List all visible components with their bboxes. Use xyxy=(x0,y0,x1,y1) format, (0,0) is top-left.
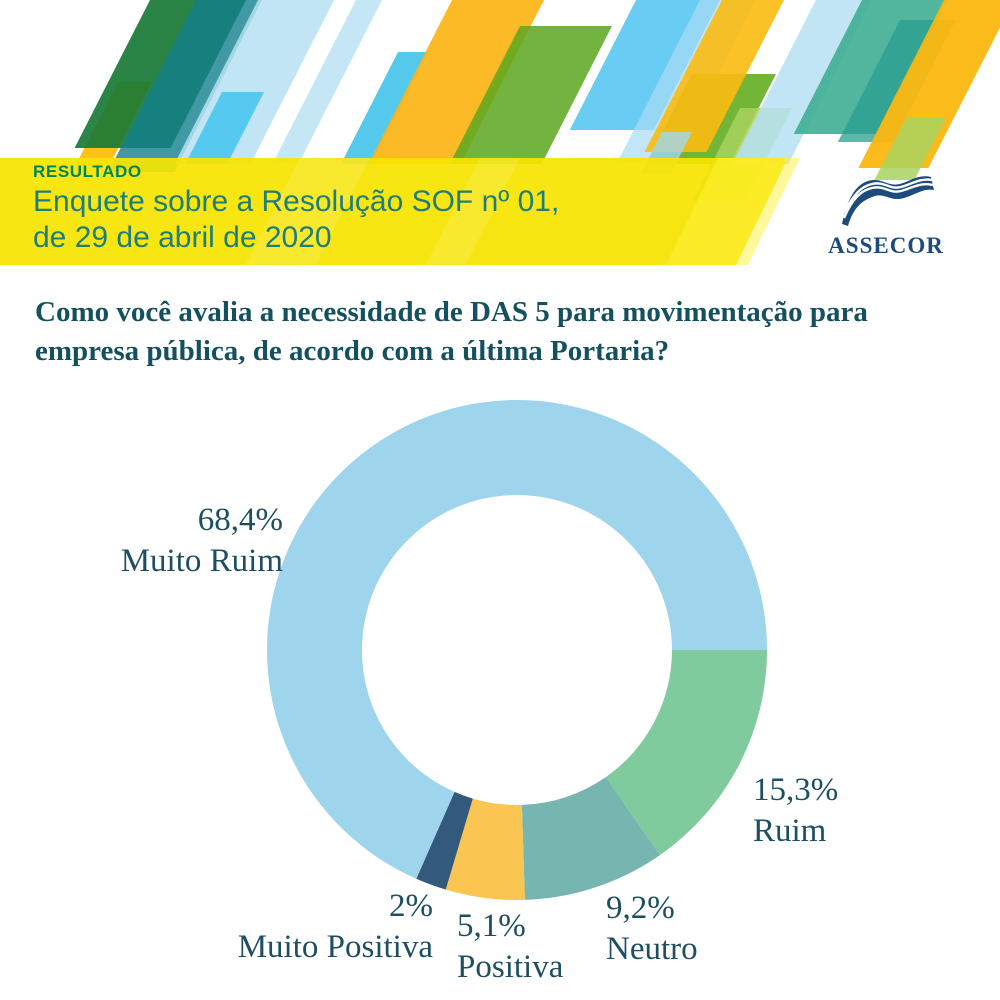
label-muito-positiva-name: Muito Positiva xyxy=(237,929,433,965)
label-neutro: 9,2% Neutro xyxy=(606,888,698,970)
label-positiva-name: Positiva xyxy=(457,949,564,985)
donut-segment-muito-ruim xyxy=(267,400,767,879)
result-kicker: RESULTADO xyxy=(33,162,142,181)
label-muito-ruim-name: Muito Ruim xyxy=(120,543,283,579)
yellow-title-band xyxy=(0,158,788,265)
assecor-flag-icon xyxy=(842,176,934,226)
label-ruim: 15,3% Ruim xyxy=(753,770,838,852)
label-positiva-value: 5,1% xyxy=(457,908,526,944)
label-muito-ruim: 68,4% Muito Ruim xyxy=(60,500,283,582)
label-neutro-value: 9,2% xyxy=(606,890,675,926)
survey-title-line2: de 29 de abril de 2020 xyxy=(33,221,332,254)
label-muito-positiva: 2% Muito Positiva xyxy=(150,886,433,968)
survey-title-line1: Enquete sobre a Resolução SOF nº 01, xyxy=(33,185,560,218)
donut-segment-positiva xyxy=(445,798,525,901)
donut-segment-neutro xyxy=(521,777,661,900)
question-text: Como você avalia a necessidade de DAS 5 … xyxy=(35,296,868,367)
assecor-logo-text: ASSECOR xyxy=(828,233,944,258)
label-ruim-name: Ruim xyxy=(753,813,827,849)
label-positiva: 5,1% Positiva xyxy=(457,906,563,988)
label-ruim-value: 15,3% xyxy=(753,772,839,808)
donut-segment-ruim xyxy=(605,650,767,855)
survey-title: Enquete sobre a Resolução SOF nº 01, de … xyxy=(33,184,559,256)
label-muito-positiva-value: 2% xyxy=(389,888,433,924)
hero-banner: RESULTADO Enquete sobre a Resolução SOF … xyxy=(0,0,1000,265)
label-neutro-name: Neutro xyxy=(606,931,698,967)
donut-chart xyxy=(267,400,767,901)
donut-segment-muito-positiva xyxy=(416,791,473,890)
label-muito-ruim-value: 68,4% xyxy=(197,502,283,538)
assecor-logo: ASSECOR xyxy=(826,170,946,259)
